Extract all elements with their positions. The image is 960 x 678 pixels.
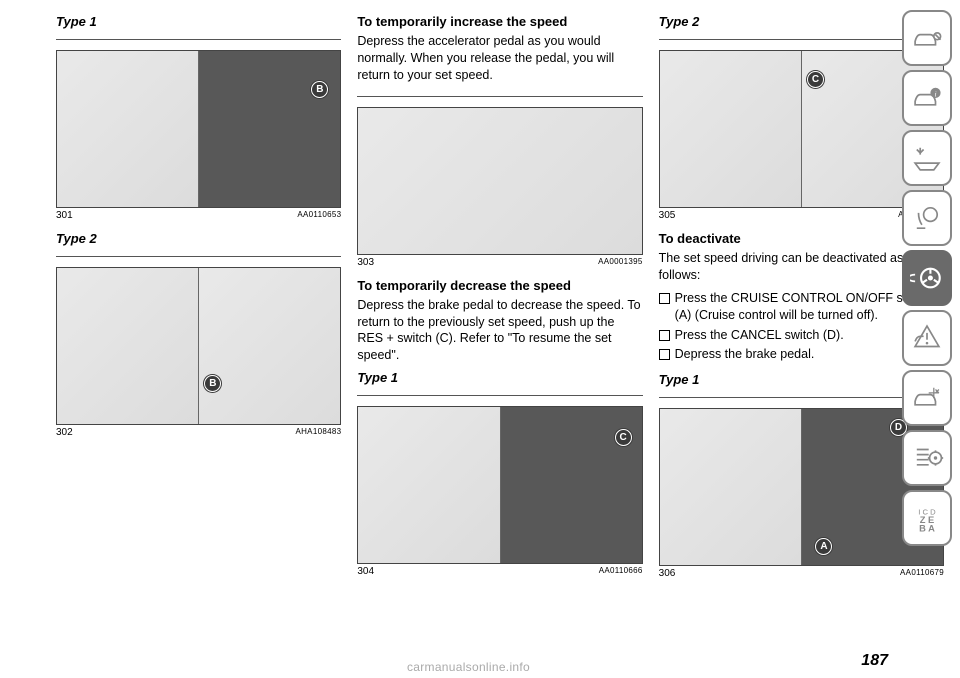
fig-num: 305 xyxy=(659,210,676,221)
divider xyxy=(56,39,341,40)
svg-text:B A: B A xyxy=(919,524,935,534)
sidebar-warning-icon[interactable] xyxy=(902,310,952,366)
figure-301-caption: 301 AA0110653 xyxy=(56,210,341,221)
fig-code: AA0110666 xyxy=(599,566,643,577)
fig-num: 303 xyxy=(357,257,374,268)
callout-c: C xyxy=(615,429,632,446)
fig-code: AA0110653 xyxy=(297,210,341,221)
increase-text: Depress the accelerator pedal as you wou… xyxy=(357,33,642,84)
fig-num: 304 xyxy=(357,566,374,577)
figure-303 xyxy=(357,107,642,255)
svg-text:i: i xyxy=(934,89,936,98)
divider xyxy=(56,256,341,257)
type1-heading: Type 1 xyxy=(56,14,341,29)
sidebar-airbag-icon[interactable] xyxy=(902,190,952,246)
decrease-title: To temporarily decrease the speed xyxy=(357,278,642,293)
sidebar-nav: i Z EB AI C D xyxy=(902,10,952,546)
divider xyxy=(357,96,642,97)
figure-304-caption: 304 AA0110666 xyxy=(357,566,642,577)
figure-302-caption: 302 AHA108483 xyxy=(56,427,341,438)
sidebar-car-info-icon[interactable]: i xyxy=(902,70,952,126)
figure-301: B xyxy=(56,50,341,208)
decrease-text: Depress the brake pedal to decrease the … xyxy=(357,297,642,365)
figure-304: C xyxy=(357,406,642,564)
figure-303-caption: 303 AA0001395 xyxy=(357,257,642,268)
sidebar-specs-icon[interactable] xyxy=(902,430,952,486)
type2-heading: Type 2 xyxy=(56,231,341,246)
increase-title: To temporarily increase the speed xyxy=(357,14,642,29)
watermark: carmanualsonline.info xyxy=(407,660,530,674)
fig-code: AA0001395 xyxy=(598,257,643,268)
fig-code: AA0110679 xyxy=(900,568,944,579)
column-2: To temporarily increase the speed Depres… xyxy=(357,14,642,640)
type1-heading: Type 1 xyxy=(357,370,642,385)
sidebar-lights-icon[interactable] xyxy=(902,130,952,186)
page-number: 187 xyxy=(861,652,888,670)
fig-code: AHA108483 xyxy=(295,427,341,438)
divider xyxy=(357,395,642,396)
sidebar-service-icon[interactable] xyxy=(902,370,952,426)
fig-num: 302 xyxy=(56,427,73,438)
sidebar-index-icon[interactable]: Z EB AI C D xyxy=(902,490,952,546)
sidebar-car-search-icon[interactable] xyxy=(902,10,952,66)
column-1: Type 1 B 301 AA0110653 Type 2 B 302 AHA1… xyxy=(56,14,341,640)
fig-num: 301 xyxy=(56,210,73,221)
fig-num: 306 xyxy=(659,568,676,579)
svg-text:I C D: I C D xyxy=(918,508,936,517)
figure-302: B xyxy=(56,267,341,425)
callout-c: C xyxy=(807,71,824,88)
sidebar-steering-icon[interactable] xyxy=(902,250,952,306)
figure-306-caption: 306 AA0110679 xyxy=(659,568,944,579)
